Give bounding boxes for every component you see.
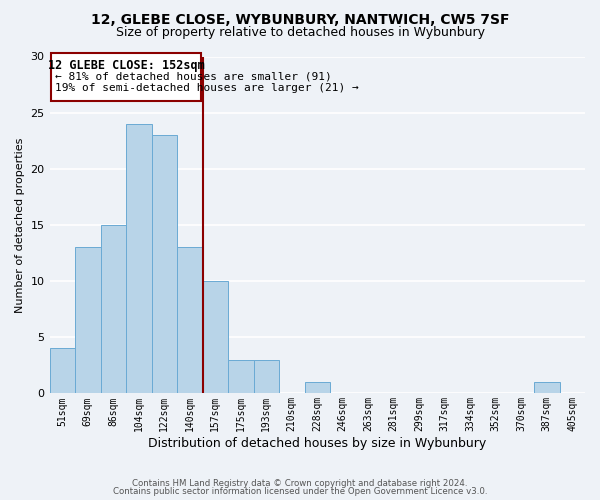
Text: ← 81% of detached houses are smaller (91): ← 81% of detached houses are smaller (91… bbox=[55, 72, 331, 82]
Text: 12 GLEBE CLOSE: 152sqm: 12 GLEBE CLOSE: 152sqm bbox=[47, 60, 205, 72]
Bar bbox=[254, 360, 279, 394]
Bar bbox=[126, 124, 152, 394]
Text: Contains HM Land Registry data © Crown copyright and database right 2024.: Contains HM Land Registry data © Crown c… bbox=[132, 478, 468, 488]
Bar bbox=[534, 382, 560, 394]
Bar bbox=[177, 248, 203, 394]
Bar bbox=[228, 360, 254, 394]
Bar bbox=[75, 248, 101, 394]
Bar bbox=[305, 382, 330, 394]
Bar bbox=[152, 135, 177, 394]
Text: 19% of semi-detached houses are larger (21) →: 19% of semi-detached houses are larger (… bbox=[55, 83, 358, 93]
X-axis label: Distribution of detached houses by size in Wybunbury: Distribution of detached houses by size … bbox=[148, 437, 487, 450]
Bar bbox=[50, 348, 75, 394]
Text: Contains public sector information licensed under the Open Government Licence v3: Contains public sector information licen… bbox=[113, 487, 487, 496]
Bar bbox=[101, 225, 126, 394]
Text: 12, GLEBE CLOSE, WYBUNBURY, NANTWICH, CW5 7SF: 12, GLEBE CLOSE, WYBUNBURY, NANTWICH, CW… bbox=[91, 12, 509, 26]
Y-axis label: Number of detached properties: Number of detached properties bbox=[15, 138, 25, 312]
FancyBboxPatch shape bbox=[51, 53, 201, 102]
Bar bbox=[203, 281, 228, 394]
Text: Size of property relative to detached houses in Wybunbury: Size of property relative to detached ho… bbox=[115, 26, 485, 39]
